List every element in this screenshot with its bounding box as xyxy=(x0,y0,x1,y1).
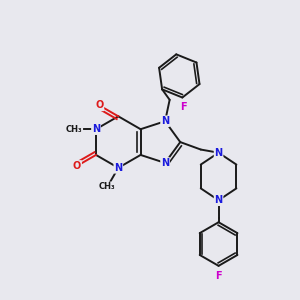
Text: F: F xyxy=(215,271,222,281)
Text: N: N xyxy=(92,124,100,134)
Text: O: O xyxy=(73,161,81,171)
Text: CH₃: CH₃ xyxy=(99,182,116,191)
Text: CH₃: CH₃ xyxy=(66,125,83,134)
Text: N: N xyxy=(214,195,223,205)
Text: N: N xyxy=(161,158,169,168)
Text: N: N xyxy=(214,148,223,158)
Text: O: O xyxy=(95,100,103,110)
Text: N: N xyxy=(114,163,122,173)
Text: N: N xyxy=(161,116,169,126)
Text: F: F xyxy=(180,102,187,112)
